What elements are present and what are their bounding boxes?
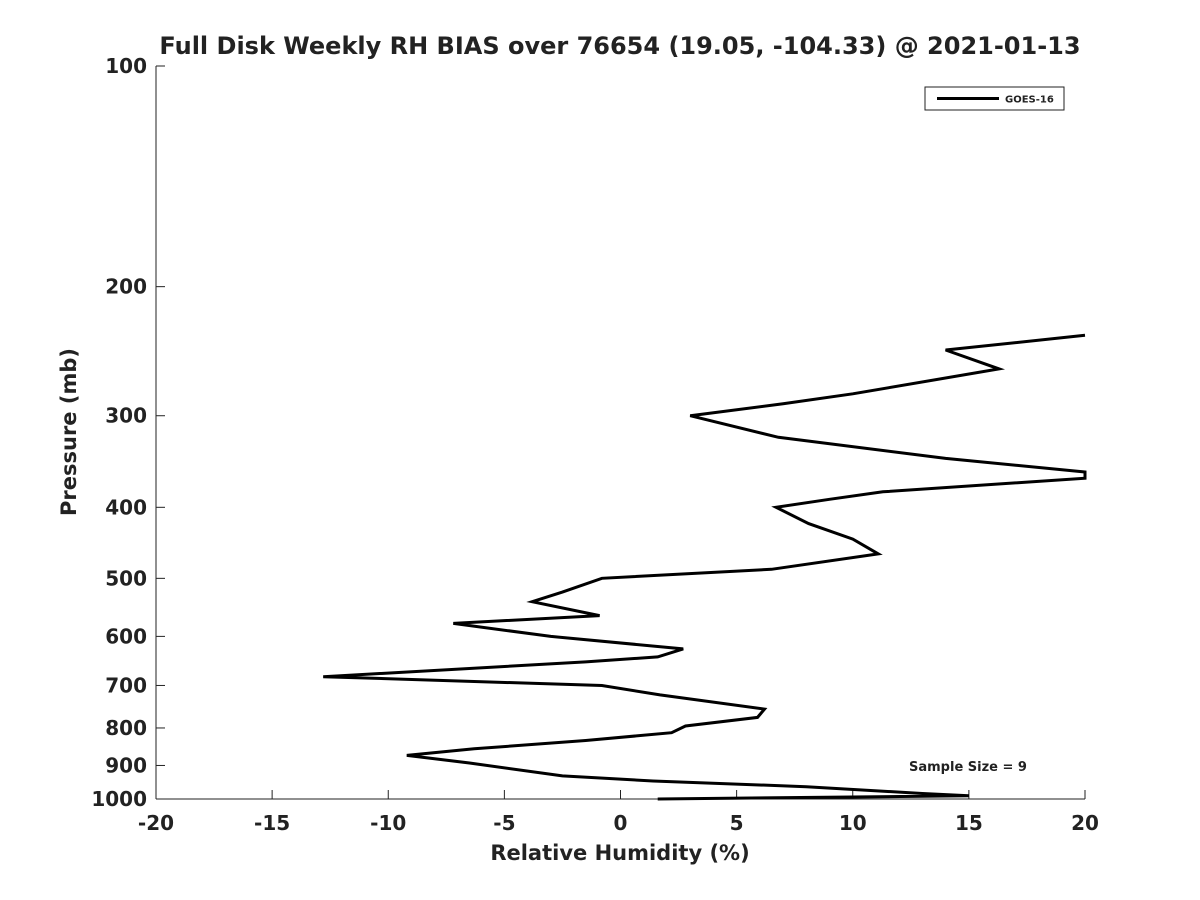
x-tick-label: -15 xyxy=(254,811,290,835)
sample-size-annotation: Sample Size = 9 xyxy=(909,760,1027,775)
series-line-goes-16 xyxy=(323,333,1087,801)
x-tick-label: -10 xyxy=(370,811,406,835)
y-axis-label: Pressure (mb) xyxy=(57,348,81,516)
x-tick-label: 10 xyxy=(839,811,867,835)
x-ticks: -20 -15 -10 -5 0 5 10 15 20 xyxy=(138,790,1099,835)
series-group xyxy=(323,333,1087,801)
legend-entry-goes-16: GOES-16 xyxy=(1005,95,1054,106)
x-tick-label: 15 xyxy=(955,811,983,835)
chart-title: Full Disk Weekly RH BIAS over 76654 (19.… xyxy=(159,32,1080,60)
y-tick-label: 1000 xyxy=(91,787,147,811)
y-tick-label: 100 xyxy=(105,54,147,78)
plot-area: -20 -15 -10 -5 0 5 10 15 20 100 200 300 400 500 600 70… xyxy=(91,54,1099,835)
x-tick-label: -5 xyxy=(493,811,515,835)
x-tick-label: 0 xyxy=(614,811,628,835)
y-tick-label: 800 xyxy=(105,716,147,740)
y-tick-label: 900 xyxy=(105,753,147,777)
y-tick-label: 200 xyxy=(105,275,147,299)
x-tick-label: 20 xyxy=(1071,811,1099,835)
y-tick-label: 700 xyxy=(105,673,147,697)
legend: GOES-16 xyxy=(924,86,1065,111)
y-tick-label: 400 xyxy=(105,495,147,519)
x-tick-label: 5 xyxy=(730,811,744,835)
y-tick-label: 600 xyxy=(105,624,147,648)
y-ticks: 100 200 300 400 500 600 700 800 900 1000 xyxy=(91,54,165,811)
x-tick-label: -20 xyxy=(138,811,174,835)
y-tick-label: 500 xyxy=(105,566,147,590)
x-axis-label: Relative Humidity (%) xyxy=(490,841,749,865)
y-tick-label: 300 xyxy=(105,404,147,428)
